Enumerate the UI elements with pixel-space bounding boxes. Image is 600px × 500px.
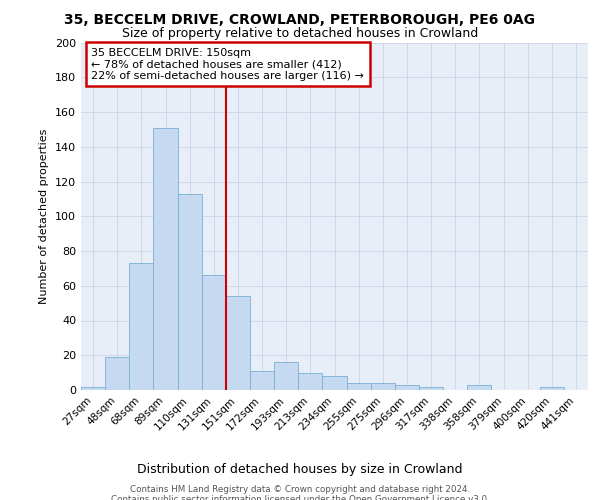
Bar (81, 386, 105, 390)
Bar (419, 386, 443, 390)
Bar (540, 386, 564, 390)
Bar (178, 194, 202, 390)
Bar (371, 383, 395, 390)
Bar (395, 385, 419, 390)
Bar (250, 371, 274, 390)
Y-axis label: Number of detached properties: Number of detached properties (40, 128, 49, 304)
Text: 35, BECCELM DRIVE, CROWLAND, PETERBOROUGH, PE6 0AG: 35, BECCELM DRIVE, CROWLAND, PETERBOROUG… (65, 12, 536, 26)
Text: Contains public sector information licensed under the Open Government Licence v3: Contains public sector information licen… (110, 495, 490, 500)
Bar (129, 263, 154, 390)
Bar (105, 357, 129, 390)
Bar (322, 376, 347, 390)
Bar (298, 372, 322, 390)
Bar (202, 276, 226, 390)
Text: 35 BECCELM DRIVE: 150sqm
← 78% of detached houses are smaller (412)
22% of semi-: 35 BECCELM DRIVE: 150sqm ← 78% of detach… (91, 48, 364, 81)
Text: Distribution of detached houses by size in Crowland: Distribution of detached houses by size … (137, 462, 463, 475)
Bar (274, 362, 298, 390)
Bar (154, 128, 178, 390)
Text: Size of property relative to detached houses in Crowland: Size of property relative to detached ho… (122, 28, 478, 40)
Bar (226, 296, 250, 390)
Bar (347, 383, 371, 390)
Text: Contains HM Land Registry data © Crown copyright and database right 2024.: Contains HM Land Registry data © Crown c… (130, 485, 470, 494)
Bar (467, 385, 491, 390)
